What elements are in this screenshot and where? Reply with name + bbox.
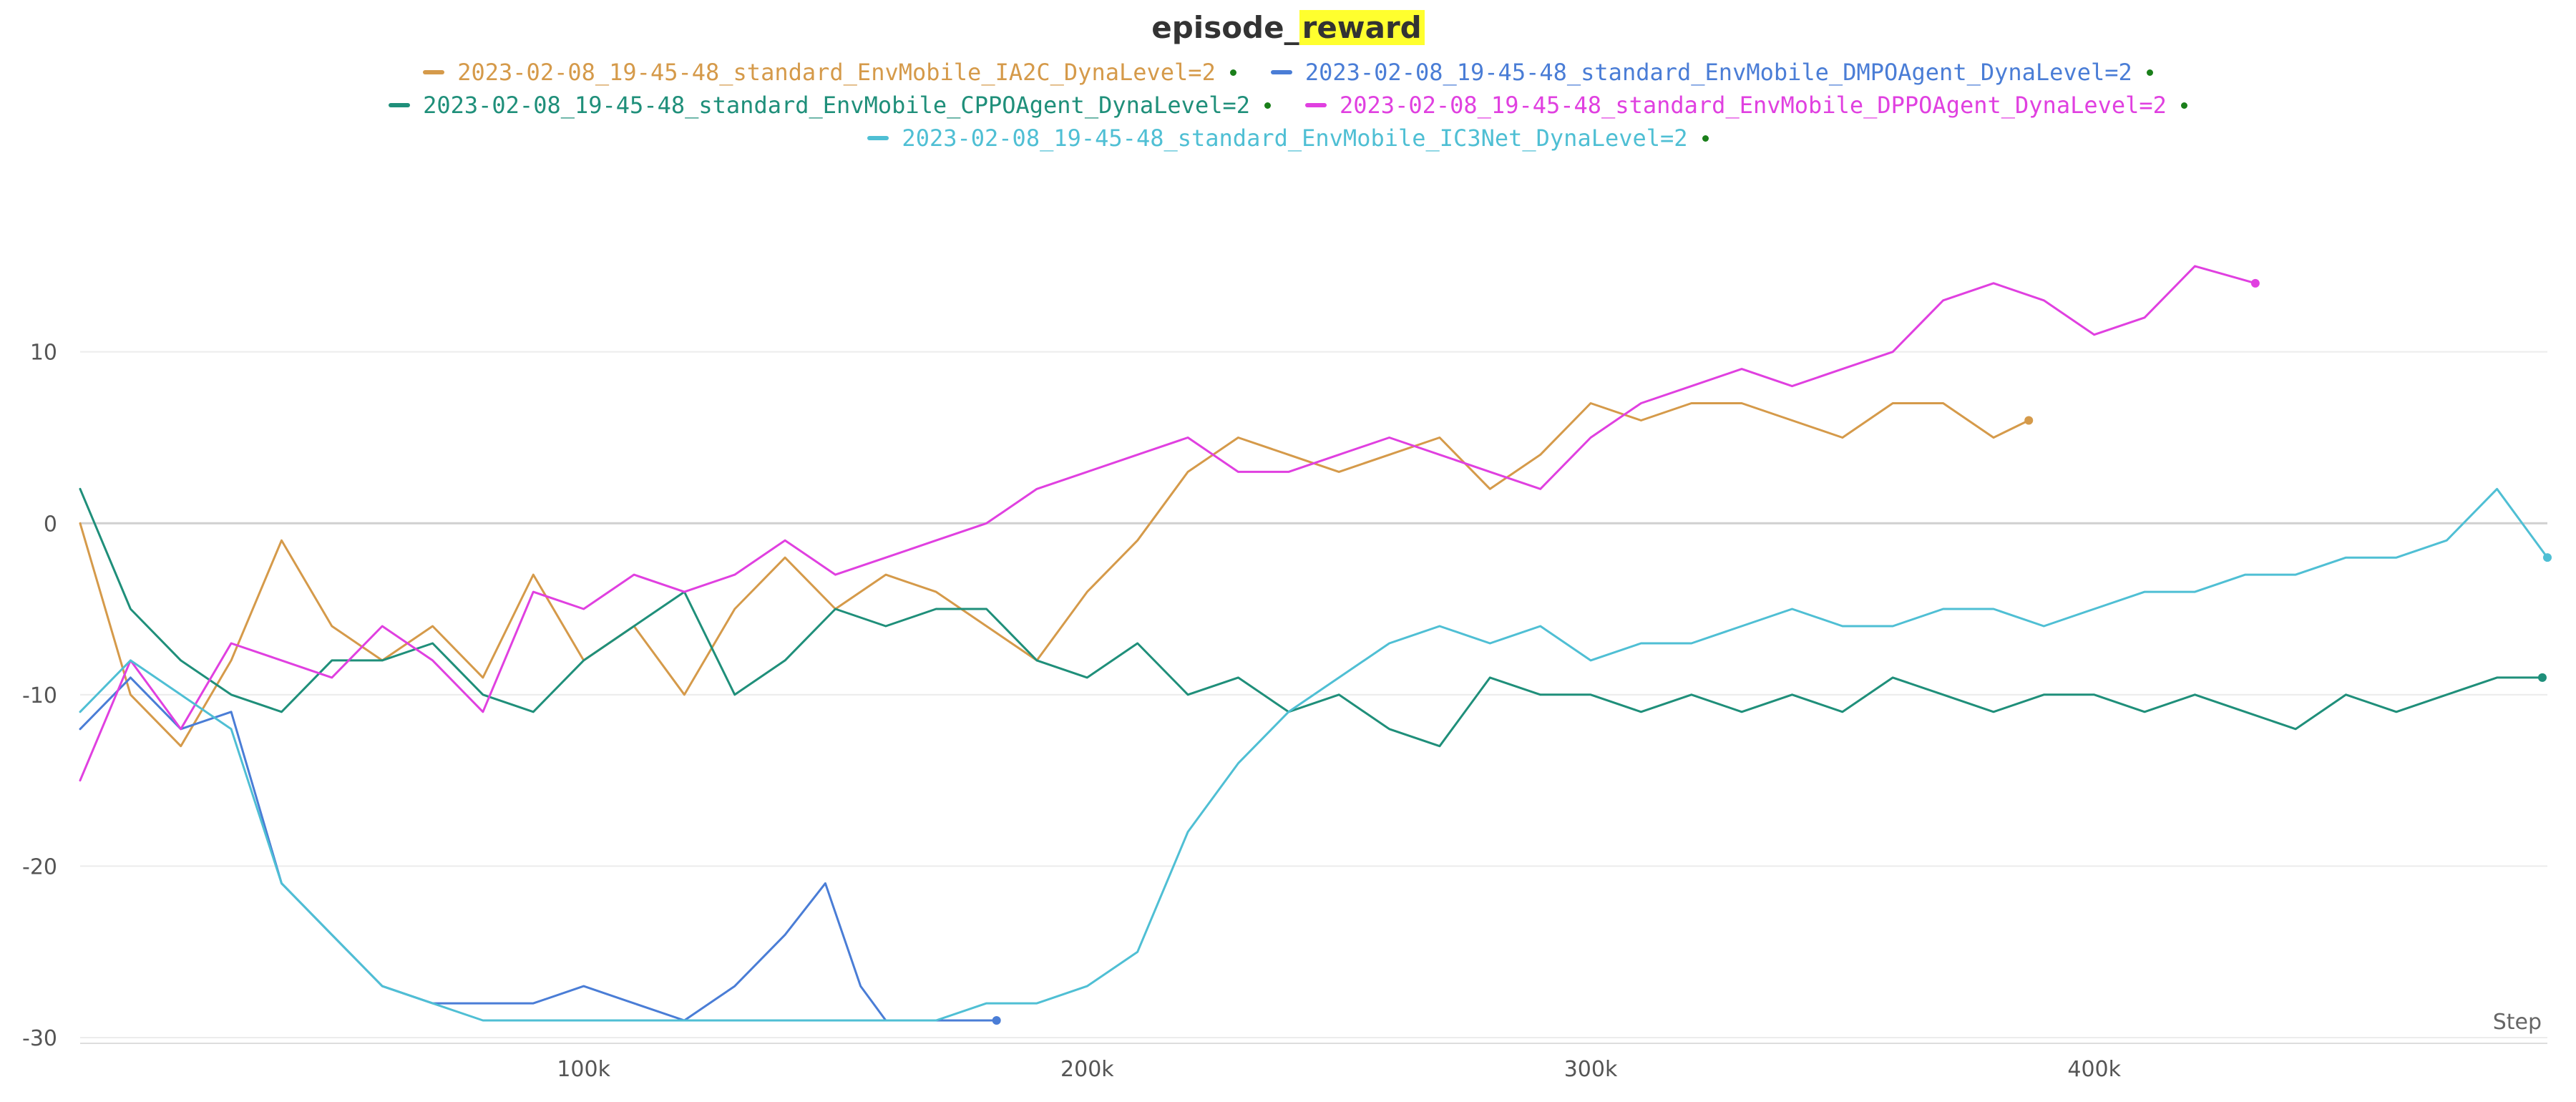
x-axis-label: Step — [2493, 1010, 2542, 1035]
y-tick-label: 0 — [44, 512, 57, 537]
x-tick-label: 400k — [2067, 1057, 2121, 1082]
legend-status-dot — [2146, 69, 2153, 76]
legend-item[interactable]: 2023-02-08_19-45-48_standard_EnvMobile_I… — [423, 59, 1236, 86]
title-highlight: reward — [1299, 10, 1425, 45]
legend-status-dot — [1229, 69, 1236, 76]
series-endpoint-4 — [2250, 278, 2260, 288]
y-tick-label: -20 — [22, 854, 57, 879]
legend-label: 2023-02-08_19-45-48_standard_EnvMobile_I… — [457, 59, 1216, 86]
legend-item[interactable]: 2023-02-08_19-45-48_standard_EnvMobile_I… — [867, 125, 1709, 152]
y-tick-label: 10 — [30, 341, 57, 366]
legend-status-dot — [2180, 102, 2187, 109]
x-tick-label: 100k — [557, 1057, 610, 1082]
y-tick-label: -10 — [22, 683, 57, 708]
legend-status-dot — [1702, 135, 1709, 142]
legend-label: 2023-02-08_19-45-48_standard_EnvMobile_C… — [423, 92, 1250, 119]
legend-label: 2023-02-08_19-45-48_standard_EnvMobile_D… — [1304, 59, 2132, 86]
legend: 2023-02-08_19-45-48_standard_EnvMobile_I… — [0, 56, 2576, 155]
legend-item[interactable]: 2023-02-08_19-45-48_standard_EnvMobile_D… — [1270, 59, 2153, 86]
title-prefix: episode_ — [1151, 10, 1299, 45]
legend-swatch — [423, 70, 445, 74]
legend-row: 2023-02-08_19-45-48_standard_EnvMobile_I… — [0, 56, 2576, 89]
series-line-5 — [79, 487, 2549, 1022]
chart-title: episode_reward — [0, 10, 2576, 45]
legend-item[interactable]: 2023-02-08_19-45-48_standard_EnvMobile_C… — [389, 92, 1271, 119]
y-tick-label: -30 — [22, 1026, 57, 1051]
series-endpoint-2 — [992, 1016, 1001, 1025]
series-line-2 — [79, 676, 998, 1022]
series-endpoint-1 — [2024, 416, 2034, 425]
legend-swatch — [1270, 70, 1292, 74]
legend-swatch — [389, 103, 411, 107]
x-tick-label: 200k — [1060, 1057, 1114, 1082]
legend-swatch — [1305, 103, 1327, 107]
legend-label: 2023-02-08_19-45-48_standard_EnvMobile_D… — [1340, 92, 2167, 119]
legend-row: 2023-02-08_19-45-48_standard_EnvMobile_I… — [0, 122, 2576, 155]
legend-swatch — [867, 136, 889, 140]
legend-label: 2023-02-08_19-45-48_standard_EnvMobile_I… — [902, 125, 1688, 152]
legend-row: 2023-02-08_19-45-48_standard_EnvMobile_C… — [0, 89, 2576, 122]
series-endpoint-5 — [2543, 553, 2552, 562]
legend-status-dot — [1264, 102, 1271, 109]
series-line-3 — [79, 487, 2544, 748]
series-line-4 — [79, 265, 2257, 782]
series-endpoint-3 — [2537, 673, 2547, 682]
legend-item[interactable]: 2023-02-08_19-45-48_standard_EnvMobile_D… — [1305, 92, 2187, 119]
x-tick-label: 300k — [1564, 1057, 1618, 1082]
